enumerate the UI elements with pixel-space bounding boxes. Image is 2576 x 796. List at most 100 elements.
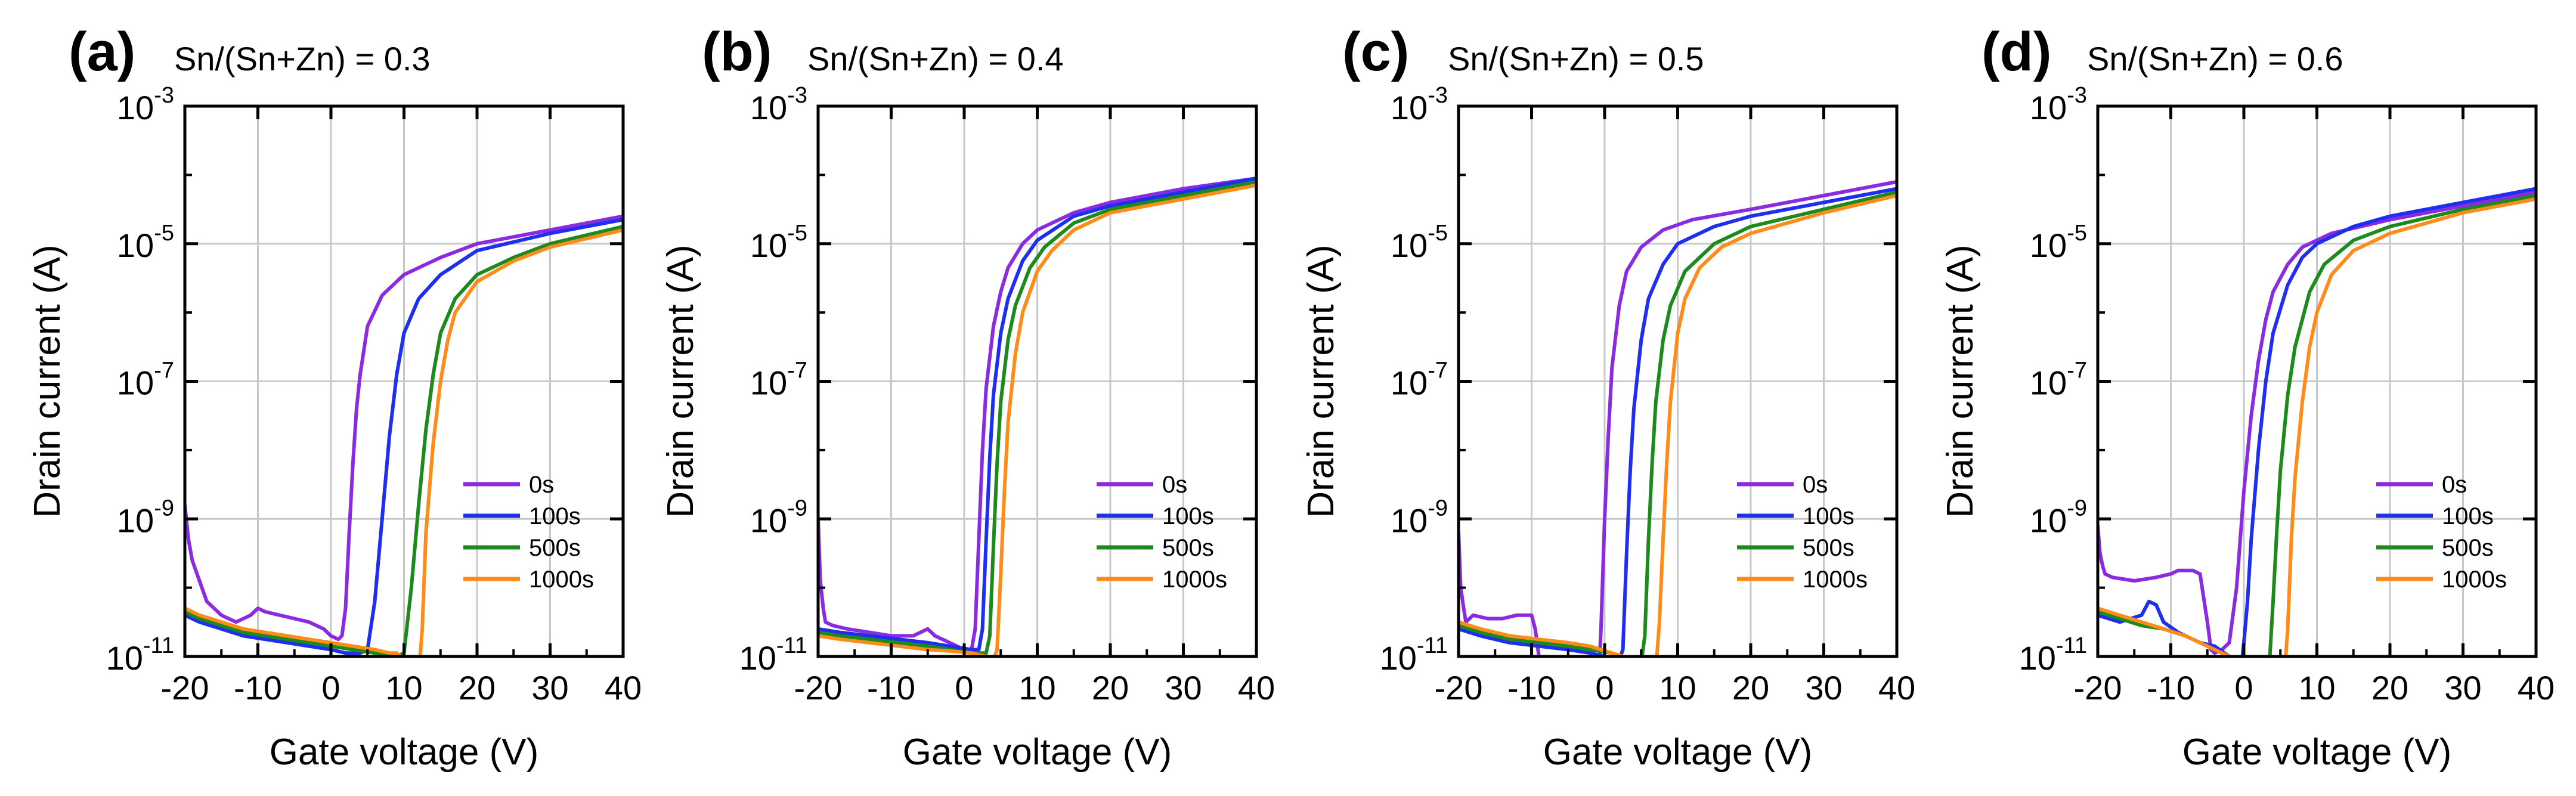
legend-label: 1000s	[2442, 566, 2507, 593]
y-tick-label: 10-9	[750, 495, 807, 539]
y-tick-label: 10-11	[2019, 633, 2087, 677]
panel-label: (a)	[69, 21, 135, 82]
y-tick-exponent: -9	[1428, 495, 1448, 521]
series-line-500s	[1459, 190, 1897, 656]
y-tick-exponent: -9	[2067, 495, 2087, 521]
y-tick-exponent: -7	[154, 358, 174, 383]
panel-d: (d) Sn/(Sn+Zn) = 0.6-20 -10 0 10 20 30 4010-310…	[1940, 21, 2555, 773]
series-line-0s	[1459, 179, 1897, 656]
series-group	[1459, 179, 1897, 656]
series-line-1000s	[1459, 194, 1897, 656]
y-tick-base: 10	[1380, 639, 1417, 677]
series-line-1000s	[185, 228, 623, 656]
x-tick-label: 40	[2518, 669, 2555, 707]
legend-label: 1000s	[1803, 566, 1868, 593]
y-tick-base: 10	[1391, 501, 1428, 539]
legend-label: 100s	[2442, 503, 2494, 529]
y-tick-base: 10	[117, 501, 154, 539]
x-tick-label: 0	[1595, 669, 1614, 707]
y-tick-exponent: -3	[154, 83, 174, 108]
y-tick-base: 10	[117, 364, 154, 402]
y-axis-label: Drain current (A)	[660, 244, 701, 518]
y-tick-base: 10	[2019, 639, 2056, 677]
y-tick-exponent: -7	[1428, 358, 1448, 383]
x-tick-label: 20	[1092, 669, 1129, 707]
y-tick-label: 10-3	[2030, 83, 2087, 126]
y-tick-exponent: -11	[2056, 633, 2087, 658]
x-tick-label: 40	[605, 669, 642, 707]
y-tick-exponent: -11	[776, 633, 807, 658]
series-line-1000s	[2098, 197, 2536, 656]
y-tick-label: 10-11	[106, 633, 174, 677]
series-line-100s	[818, 176, 1256, 652]
y-tick-base: 10	[2030, 89, 2067, 126]
x-tick-label: 20	[2371, 669, 2408, 707]
panel-title: Sn/(Sn+Zn) = 0.4	[807, 40, 1064, 78]
x-tick-label: -20	[2074, 669, 2122, 707]
panel-label: (c)	[1342, 21, 1409, 82]
y-tick-exponent: -3	[1428, 83, 1448, 108]
panel-b: (b) Sn/(Sn+Zn) = 0.4-20 -10 0 10 20 30 4010-310…	[660, 21, 1275, 773]
series-group	[2098, 187, 2536, 656]
legend-label: 100s	[1803, 503, 1854, 529]
x-tick-label: -20	[1435, 669, 1483, 707]
x-axis-label: Gate voltage (V)	[1543, 732, 1812, 773]
y-tick-label: 10-7	[1391, 358, 1448, 402]
panel-title: Sn/(Sn+Zn) = 0.5	[1448, 40, 1704, 78]
y-tick-base: 10	[117, 89, 154, 126]
legend-label: 0s	[1803, 472, 1828, 498]
y-tick-label: 10-5	[1391, 221, 1448, 264]
x-tick-label: -10	[2147, 669, 2195, 707]
x-tick-label: 40	[1238, 669, 1275, 707]
y-tick-exponent: -11	[143, 633, 174, 658]
y-tick-base: 10	[2030, 227, 2067, 264]
panel-label: (b)	[702, 21, 772, 82]
y-tick-label: 10-5	[2030, 221, 2087, 264]
x-tick-label: 10	[385, 669, 422, 707]
y-tick-base: 10	[106, 639, 143, 677]
y-tick-label: 10-7	[2030, 358, 2087, 402]
series-line-0s	[185, 214, 623, 642]
x-tick-label: -10	[1507, 669, 1556, 707]
panel-c: (c) Sn/(Sn+Zn) = 0.5-20 -10 0 10 20 30 4010-310…	[1301, 21, 1915, 773]
y-tick-label: 10-7	[117, 358, 174, 402]
y-tick-exponent: -5	[1428, 221, 1448, 246]
legend: 0s 100s 500s 1000s	[1737, 472, 1868, 593]
legend: 0s 100s 500s 1000s	[2376, 472, 2507, 593]
y-tick-base: 10	[750, 501, 787, 539]
series-line-500s	[818, 179, 1256, 655]
y-tick-exponent: -5	[154, 221, 174, 246]
y-axis-label: Drain current (A)	[1940, 244, 1981, 518]
y-tick-exponent: -9	[787, 495, 807, 521]
series-line-500s	[185, 224, 623, 656]
x-axis-label: Gate voltage (V)	[903, 732, 1172, 773]
y-axis-label: Drain current (A)	[27, 244, 68, 518]
panel-label: (d)	[1981, 21, 2051, 82]
y-tick-exponent: -7	[2067, 358, 2087, 383]
x-tick-label: -10	[234, 669, 282, 707]
x-tick-label: 30	[1805, 669, 1842, 707]
x-axis-label: Gate voltage (V)	[2182, 732, 2451, 773]
y-tick-exponent: -5	[787, 221, 807, 246]
x-tick-label: -10	[867, 669, 915, 707]
y-tick-label: 10-11	[1380, 633, 1448, 677]
y-tick-base: 10	[1391, 227, 1428, 264]
legend-label: 0s	[2442, 472, 2467, 498]
y-tick-base: 10	[117, 227, 154, 264]
y-tick-base: 10	[2030, 501, 2067, 539]
x-tick-label: 0	[2234, 669, 2253, 707]
x-tick-label: 10	[1659, 669, 1696, 707]
y-tick-exponent: -9	[154, 495, 174, 521]
y-tick-base: 10	[750, 364, 787, 402]
y-tick-base: 10	[750, 227, 787, 264]
y-tick-base: 10	[1391, 364, 1428, 402]
legend-label: 500s	[1803, 535, 1854, 561]
y-axis-label: Drain current (A)	[1301, 244, 1342, 518]
y-tick-label: 10-9	[117, 495, 174, 539]
legend-label: 0s	[1162, 472, 1187, 498]
y-tick-label: 10-5	[750, 221, 807, 264]
x-tick-label: 30	[531, 669, 568, 707]
legend-label: 1000s	[1162, 566, 1227, 593]
series-line-100s	[1459, 187, 1897, 656]
